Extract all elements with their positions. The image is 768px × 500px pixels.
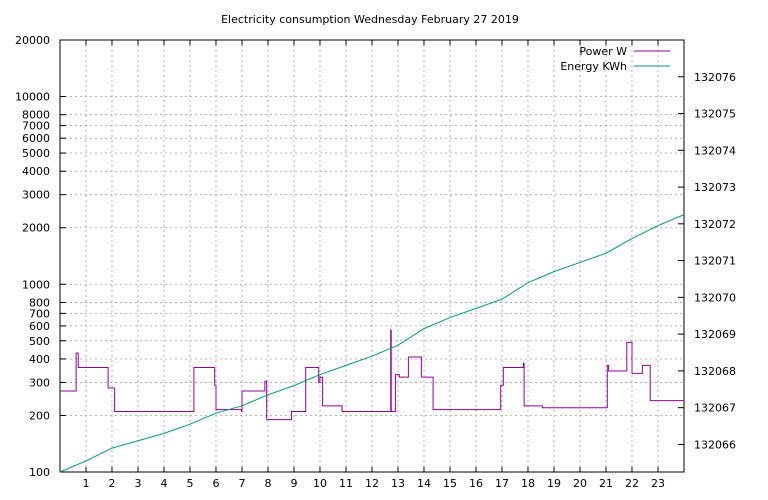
y-left-tick-label: 2000	[22, 222, 50, 235]
y-left-tick-label: 300	[29, 376, 50, 389]
legend-label: Energy KWh	[560, 60, 627, 73]
x-tick-label: 6	[213, 477, 220, 490]
legend: Power W Energy KWh	[560, 45, 670, 73]
y-left-tick-label: 600	[29, 320, 50, 333]
y-right-tick-label: 132071	[694, 255, 736, 268]
y-right-tick-label: 132066	[694, 438, 736, 451]
y-left-tick-label: 6000	[22, 132, 50, 145]
y-left-tick-label: 10000	[15, 91, 50, 104]
x-tick-label: 14	[417, 477, 431, 490]
x-tick-label: 17	[495, 477, 509, 490]
y-right-tick-label: 132070	[694, 291, 736, 304]
x-tick-label: 11	[339, 477, 353, 490]
y-right-tick-label: 132076	[694, 71, 736, 84]
x-tick-label: 1	[83, 477, 90, 490]
x-tick-label: 13	[391, 477, 405, 490]
y-left-tick-label: 3000	[22, 189, 50, 202]
x-tick-label: 7	[239, 477, 246, 490]
x-tick-label: 22	[625, 477, 639, 490]
x-tick-label: 15	[443, 477, 457, 490]
x-tick-label: 18	[521, 477, 535, 490]
x-tick-label: 5	[187, 477, 194, 490]
series-line-power-w	[60, 329, 684, 421]
y-left-tick-label: 5000	[22, 147, 50, 160]
y-left-tick-label: 8000	[22, 109, 50, 122]
y-left-tick-label: 100	[29, 466, 50, 479]
y-left-tick-label: 500	[29, 335, 50, 348]
y-left-tick-label: 4000	[22, 165, 50, 178]
x-tick-label: 4	[161, 477, 168, 490]
chart-title: Electricity consumption Wednesday Februa…	[221, 13, 519, 26]
y-left-tick-label: 20000	[15, 34, 50, 47]
y-right-tick-label: 132068	[694, 365, 736, 378]
axis-layer: 1 2 3 4 5 6 7 8 9 10 11 12 13 14 15 16 17 18 19 20 21 22 23100…	[15, 34, 736, 490]
y-left-tick-label: 800	[29, 296, 50, 309]
y-left-tick-label: 700	[29, 307, 50, 320]
grid-layer	[60, 40, 684, 472]
series-line-energy-kwh	[59, 214, 685, 473]
x-tick-label: 20	[573, 477, 587, 490]
x-tick-label: 8	[265, 477, 272, 490]
y-right-tick-label: 132069	[694, 328, 736, 341]
legend-label: Power W	[579, 45, 627, 58]
x-tick-label: 23	[651, 477, 665, 490]
y-left-tick-label: 400	[29, 353, 50, 366]
y-right-tick-label: 132074	[694, 144, 736, 157]
y-left-tick-label: 200	[29, 409, 50, 422]
x-tick-label: 16	[469, 477, 483, 490]
y-right-tick-label: 132073	[694, 181, 736, 194]
x-tick-label: 12	[365, 477, 379, 490]
y-right-tick-label: 132072	[694, 218, 736, 231]
x-tick-label: 10	[313, 477, 327, 490]
y-left-tick-label: 1000	[22, 278, 50, 291]
y-right-tick-label: 132067	[694, 402, 736, 415]
y-left-tick-label: 7000	[22, 120, 50, 133]
x-tick-label: 9	[291, 477, 298, 490]
x-tick-label: 21	[599, 477, 613, 490]
x-tick-label: 2	[109, 477, 116, 490]
x-tick-label: 19	[547, 477, 561, 490]
series-layer	[59, 214, 685, 473]
x-tick-label: 3	[135, 477, 142, 490]
y-right-tick-label: 132075	[694, 108, 736, 121]
